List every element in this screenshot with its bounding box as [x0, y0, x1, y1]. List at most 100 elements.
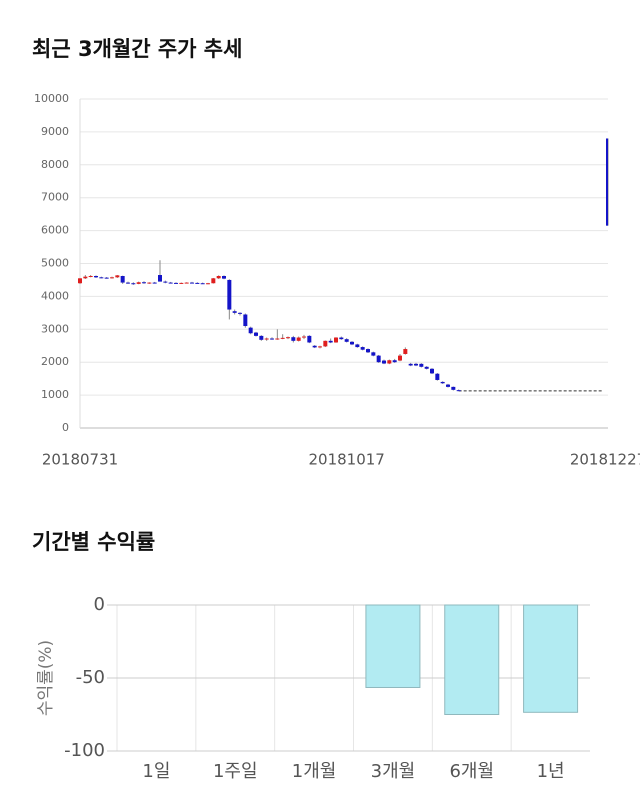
candle-body	[94, 276, 98, 278]
candle-body	[291, 337, 296, 341]
candle-body	[307, 335, 312, 343]
candle-body	[296, 337, 301, 341]
candle-body	[446, 384, 450, 387]
y-tick-label: 2000	[41, 355, 69, 368]
candle-body	[216, 276, 221, 279]
candle-body	[430, 368, 434, 374]
y-tick-label: -100	[64, 740, 105, 761]
candle-body	[184, 282, 189, 284]
x-tick-label: 20180731	[42, 451, 118, 469]
y-tick-label: 0	[62, 421, 69, 434]
candle-body	[83, 276, 88, 279]
candle-body	[259, 335, 264, 340]
x-tick-label: 1일	[142, 761, 170, 782]
bar	[365, 604, 421, 688]
candle-body	[360, 347, 365, 350]
candle-body	[270, 338, 274, 340]
candle-body	[318, 346, 322, 348]
x-tick-label: 1개월	[292, 761, 337, 782]
y-tick-label: 6000	[41, 224, 69, 237]
candle-body	[382, 360, 386, 364]
candle-body	[344, 339, 349, 342]
candle-body	[163, 281, 168, 283]
candle-body	[78, 278, 82, 284]
candle-body	[232, 311, 237, 313]
x-tick-label: 20181227	[570, 451, 640, 469]
candle-body	[206, 283, 210, 285]
candle-body	[99, 277, 104, 279]
candle-body	[126, 282, 130, 284]
candle-body	[238, 312, 242, 314]
y-tick-label: 4000	[41, 289, 69, 302]
y-tick-label: 5000	[41, 257, 69, 270]
candle-body	[451, 386, 456, 390]
candle-body	[211, 278, 216, 284]
candle-body	[243, 314, 248, 327]
x-tick-label: 20181017	[308, 451, 384, 469]
y-tick-label: 7000	[41, 191, 69, 204]
candle-body	[408, 363, 413, 366]
y-axis-label: 수익률(%)	[36, 640, 56, 716]
candle-body	[152, 282, 157, 284]
candle-body	[398, 355, 402, 361]
x-tick-label: 1년	[537, 761, 565, 782]
candle-body	[419, 363, 424, 367]
x-tick-label: 6개월	[449, 761, 494, 782]
y-tick-label: 10000	[34, 92, 69, 105]
candle-body	[414, 363, 418, 366]
y-tick-label: 3000	[41, 322, 69, 335]
y-tick-label: 9000	[41, 125, 69, 138]
candle-body	[280, 337, 285, 339]
candle-body	[142, 282, 146, 284]
candle-body	[350, 341, 354, 345]
candle-body	[424, 366, 429, 369]
candle-body	[392, 360, 397, 363]
x-tick-label: 1주일	[213, 761, 258, 782]
candle-body	[136, 282, 141, 284]
candle-body	[195, 282, 200, 284]
x-tick-label: 3개월	[371, 761, 416, 782]
candle-body	[168, 282, 173, 284]
y-tick-label: 0	[94, 594, 105, 615]
candle-body	[371, 352, 376, 356]
candle-body	[147, 282, 152, 284]
chart-title: 최근 3개월간 주가 추세	[32, 37, 242, 61]
chart-title: 기간별 수익률	[32, 530, 155, 554]
candle-body	[227, 279, 232, 310]
candle-body	[334, 337, 338, 343]
candle-body	[200, 283, 205, 285]
bar	[523, 604, 579, 713]
candle-body	[179, 282, 184, 284]
candle-body	[248, 327, 253, 334]
candle-body	[456, 390, 461, 392]
candle-body	[323, 340, 328, 347]
candle-body	[104, 277, 109, 279]
candle-body	[355, 344, 360, 348]
candle-body	[174, 282, 178, 284]
y-tick-label: 1000	[41, 388, 69, 401]
y-tick-label: 8000	[41, 158, 69, 171]
candle-body	[312, 345, 317, 348]
bar	[444, 604, 500, 715]
candle-body	[606, 138, 608, 226]
candle-body	[328, 340, 333, 343]
candle-body	[264, 338, 269, 340]
candle-body	[376, 355, 381, 363]
candle-body	[190, 282, 194, 284]
candle-body	[435, 373, 440, 380]
candle-body	[131, 283, 136, 285]
candle-body	[88, 276, 93, 278]
candle-body	[120, 276, 125, 283]
candle-body	[110, 277, 114, 279]
candle-body	[387, 360, 392, 364]
candle-body	[275, 338, 280, 340]
candle-body	[115, 275, 120, 278]
candle-body	[339, 337, 344, 340]
candle-body	[302, 336, 306, 338]
candle-body	[366, 349, 370, 353]
candle-body	[286, 337, 290, 339]
candle-body	[254, 332, 258, 336]
candle-body	[158, 275, 162, 282]
